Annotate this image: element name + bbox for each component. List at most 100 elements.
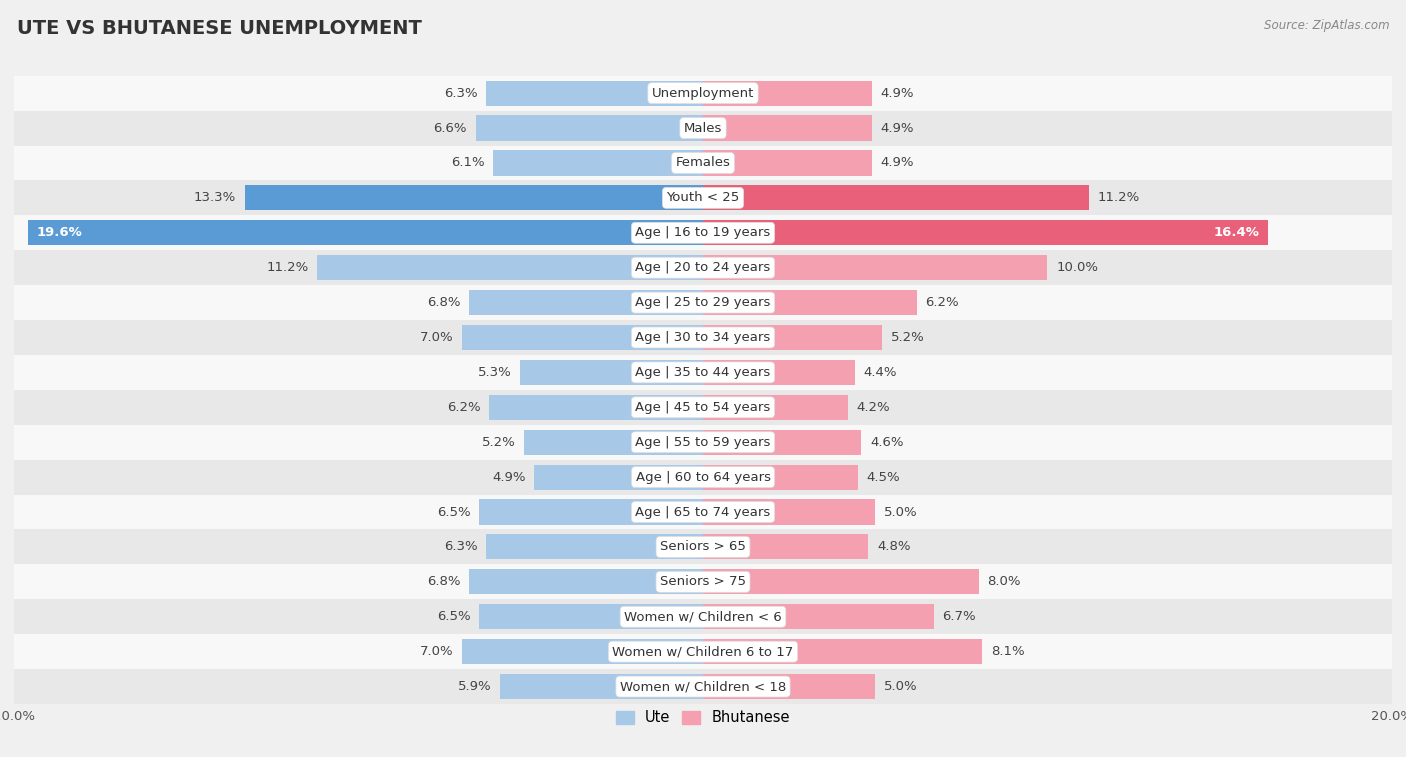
Bar [703, 534, 869, 559]
Bar [486, 534, 703, 559]
Text: 6.5%: 6.5% [437, 610, 471, 623]
Text: Women w/ Children < 6: Women w/ Children < 6 [624, 610, 782, 623]
Bar [703, 639, 981, 664]
Text: 10.0%: 10.0% [1056, 261, 1098, 274]
Text: Seniors > 75: Seniors > 75 [659, 575, 747, 588]
Bar [703, 220, 1268, 245]
Bar [703, 674, 875, 699]
Text: Age | 60 to 64 years: Age | 60 to 64 years [636, 471, 770, 484]
Bar [479, 604, 703, 629]
Text: 8.1%: 8.1% [991, 645, 1024, 658]
Bar [524, 430, 703, 455]
Text: 6.8%: 6.8% [426, 575, 460, 588]
Text: Age | 16 to 19 years: Age | 16 to 19 years [636, 226, 770, 239]
Bar [703, 569, 979, 594]
Text: 4.9%: 4.9% [880, 86, 914, 100]
Text: 4.8%: 4.8% [877, 540, 911, 553]
Text: 6.1%: 6.1% [451, 157, 484, 170]
Text: Youth < 25: Youth < 25 [666, 192, 740, 204]
Text: Females: Females [675, 157, 731, 170]
Bar [28, 220, 703, 245]
Text: 6.8%: 6.8% [426, 296, 460, 309]
Bar [703, 185, 1088, 210]
Bar [14, 180, 1392, 215]
Text: 19.6%: 19.6% [37, 226, 82, 239]
Bar [479, 500, 703, 525]
Bar [468, 290, 703, 315]
Text: 5.9%: 5.9% [457, 680, 491, 693]
Bar [461, 325, 703, 350]
Text: 4.6%: 4.6% [870, 436, 904, 449]
Text: 6.7%: 6.7% [942, 610, 976, 623]
Text: 4.9%: 4.9% [880, 157, 914, 170]
Text: 4.9%: 4.9% [492, 471, 526, 484]
Bar [14, 425, 1392, 459]
Bar [703, 430, 862, 455]
Bar [703, 325, 882, 350]
Bar [486, 80, 703, 106]
Text: 5.0%: 5.0% [884, 506, 918, 519]
Bar [494, 151, 703, 176]
Text: Age | 30 to 34 years: Age | 30 to 34 years [636, 331, 770, 344]
Text: Males: Males [683, 122, 723, 135]
Bar [520, 360, 703, 385]
Bar [14, 600, 1392, 634]
Text: 13.3%: 13.3% [194, 192, 236, 204]
Text: Unemployment: Unemployment [652, 86, 754, 100]
Bar [245, 185, 703, 210]
Text: 5.0%: 5.0% [884, 680, 918, 693]
Bar [14, 320, 1392, 355]
Text: 4.2%: 4.2% [856, 400, 890, 414]
Bar [703, 255, 1047, 280]
Text: 5.2%: 5.2% [481, 436, 515, 449]
Bar [14, 355, 1392, 390]
Bar [14, 459, 1392, 494]
Text: 4.5%: 4.5% [866, 471, 900, 484]
Text: 6.6%: 6.6% [433, 122, 467, 135]
Text: 11.2%: 11.2% [266, 261, 308, 274]
Bar [475, 116, 703, 141]
Bar [14, 215, 1392, 251]
Bar [14, 529, 1392, 565]
Text: UTE VS BHUTANESE UNEMPLOYMENT: UTE VS BHUTANESE UNEMPLOYMENT [17, 19, 422, 38]
Bar [703, 500, 875, 525]
Text: 6.2%: 6.2% [447, 400, 481, 414]
Bar [703, 290, 917, 315]
Text: 4.9%: 4.9% [880, 122, 914, 135]
Bar [14, 634, 1392, 669]
Bar [534, 465, 703, 490]
Text: 7.0%: 7.0% [419, 331, 453, 344]
Bar [703, 360, 855, 385]
Text: 6.3%: 6.3% [444, 86, 478, 100]
Bar [703, 116, 872, 141]
Text: Age | 65 to 74 years: Age | 65 to 74 years [636, 506, 770, 519]
Text: 11.2%: 11.2% [1098, 192, 1140, 204]
Bar [14, 494, 1392, 529]
Bar [461, 639, 703, 664]
Bar [703, 465, 858, 490]
Bar [14, 251, 1392, 285]
Text: Women w/ Children 6 to 17: Women w/ Children 6 to 17 [613, 645, 793, 658]
Bar [499, 674, 703, 699]
Text: Source: ZipAtlas.com: Source: ZipAtlas.com [1264, 19, 1389, 32]
Bar [468, 569, 703, 594]
Bar [14, 565, 1392, 600]
Text: 7.0%: 7.0% [419, 645, 453, 658]
Text: Age | 35 to 44 years: Age | 35 to 44 years [636, 366, 770, 379]
Text: Age | 55 to 59 years: Age | 55 to 59 years [636, 436, 770, 449]
Bar [14, 285, 1392, 320]
Text: 5.3%: 5.3% [478, 366, 512, 379]
Text: Age | 45 to 54 years: Age | 45 to 54 years [636, 400, 770, 414]
Bar [14, 76, 1392, 111]
Text: Seniors > 65: Seniors > 65 [659, 540, 747, 553]
Bar [489, 394, 703, 420]
Bar [703, 394, 848, 420]
Text: Age | 25 to 29 years: Age | 25 to 29 years [636, 296, 770, 309]
Text: Women w/ Children < 18: Women w/ Children < 18 [620, 680, 786, 693]
Text: 5.2%: 5.2% [891, 331, 925, 344]
Bar [318, 255, 703, 280]
Text: 6.3%: 6.3% [444, 540, 478, 553]
Bar [703, 151, 872, 176]
Text: Age | 20 to 24 years: Age | 20 to 24 years [636, 261, 770, 274]
Bar [14, 390, 1392, 425]
